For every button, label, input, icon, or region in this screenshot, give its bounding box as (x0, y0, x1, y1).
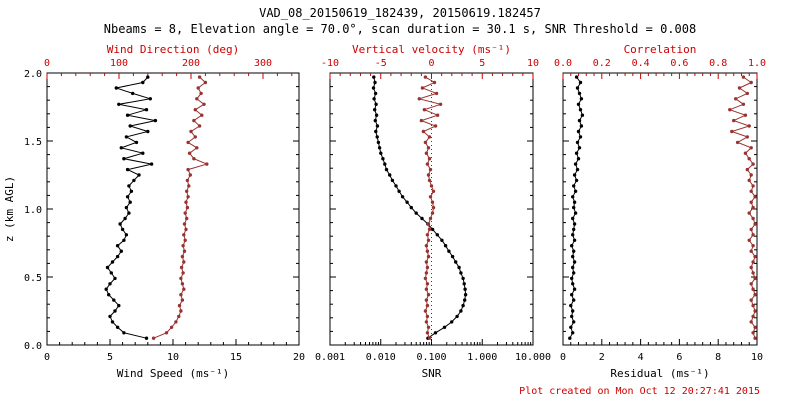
svg-text:1.000: 1.000 (467, 352, 497, 363)
svg-text:10: 10 (167, 352, 179, 363)
series-wind_speed-markers (104, 75, 158, 340)
series-wind_direction-line (153, 76, 209, 339)
svg-text:300: 300 (254, 58, 272, 69)
svg-text:-10: -10 (321, 58, 339, 69)
svg-text:15: 15 (230, 352, 242, 363)
svg-text:100: 100 (110, 58, 128, 69)
svg-text:4: 4 (638, 352, 644, 363)
svg-text:0: 0 (560, 352, 566, 363)
svg-text:Residual (ms⁻¹): Residual (ms⁻¹) (610, 367, 709, 380)
svg-text:0: 0 (428, 58, 434, 69)
plot-frame (562, 72, 758, 346)
svg-text:0: 0 (44, 352, 50, 363)
plot-title: VAD_08_20150619_182439, 20150619.182457 (259, 6, 541, 20)
svg-text:0.4: 0.4 (632, 58, 650, 69)
svg-text:Wind Direction (deg): Wind Direction (deg) (107, 43, 239, 56)
svg-text:0.010: 0.010 (366, 352, 396, 363)
plot-frame (46, 72, 300, 346)
svg-text:Wind Speed (ms⁻¹): Wind Speed (ms⁻¹) (117, 367, 230, 380)
svg-text:0.2: 0.2 (593, 58, 611, 69)
plot-timestamp: Plot created on Mon Oct 12 20:27:41 2015 (519, 386, 760, 397)
series-residual-markers (568, 75, 585, 340)
svg-text:5: 5 (107, 352, 113, 363)
series-vertical_velocity-markers (417, 75, 443, 340)
y-axis-label: z (km AGL) (3, 176, 16, 242)
svg-text:0.8: 0.8 (709, 58, 727, 69)
snr-panel: 0.001 0.010 0.100 1.000 10.000 SNR -10 -5 0 5 10 Ve… (315, 43, 551, 380)
svg-text:-5: -5 (375, 58, 387, 69)
svg-text:8: 8 (715, 352, 721, 363)
svg-text:0.6: 0.6 (670, 58, 688, 69)
svg-text:10.000: 10.000 (515, 352, 551, 363)
series-snr-markers (371, 75, 468, 340)
svg-text:2: 2 (599, 352, 605, 363)
svg-text:5: 5 (479, 58, 485, 69)
svg-text:6: 6 (676, 352, 682, 363)
svg-text:10: 10 (751, 352, 763, 363)
svg-text:SNR: SNR (422, 367, 442, 380)
plot-subtitle: Nbeams = 8, Elevation angle = 70.0°, sca… (103, 22, 697, 36)
svg-text:Vertical velocity (ms⁻¹): Vertical velocity (ms⁻¹) (352, 43, 511, 56)
svg-text:0.001: 0.001 (315, 352, 345, 363)
svg-text:200: 200 (182, 58, 200, 69)
svg-text:20: 20 (293, 352, 305, 363)
svg-text:1.0: 1.0 (748, 58, 766, 69)
series-snr-line (372, 76, 467, 339)
residual-panel: 0 2 4 6 8 10 Residual (ms⁻¹) 0.0 0.2 0.4 0.6 0.8 1.0… (554, 43, 766, 380)
svg-text:0.100: 0.100 (416, 352, 446, 363)
series-residual-line (569, 76, 583, 339)
svg-text:0.0: 0.0 (554, 58, 572, 69)
series-wind_direction-markers (151, 75, 209, 340)
svg-text:10: 10 (527, 58, 539, 69)
svg-text:Correlation: Correlation (624, 43, 697, 56)
svg-text:1.5: 1.5 (24, 137, 42, 148)
svg-text:0: 0 (44, 58, 50, 69)
svg-text:0.5: 0.5 (24, 273, 42, 284)
vad-profile-chart: 0 5 10 15 20 Wind Speed (ms⁻¹) 0 100 200 300 Wind … (0, 40, 800, 389)
svg-text:1.0: 1.0 (24, 205, 42, 216)
series-correlation-markers (728, 75, 757, 340)
svg-text:2.0: 2.0 (24, 69, 42, 80)
wind-panel: 0 5 10 15 20 Wind Speed (ms⁻¹) 0 100 200 300 Wind … (24, 43, 305, 380)
svg-text:0.0: 0.0 (24, 341, 42, 352)
